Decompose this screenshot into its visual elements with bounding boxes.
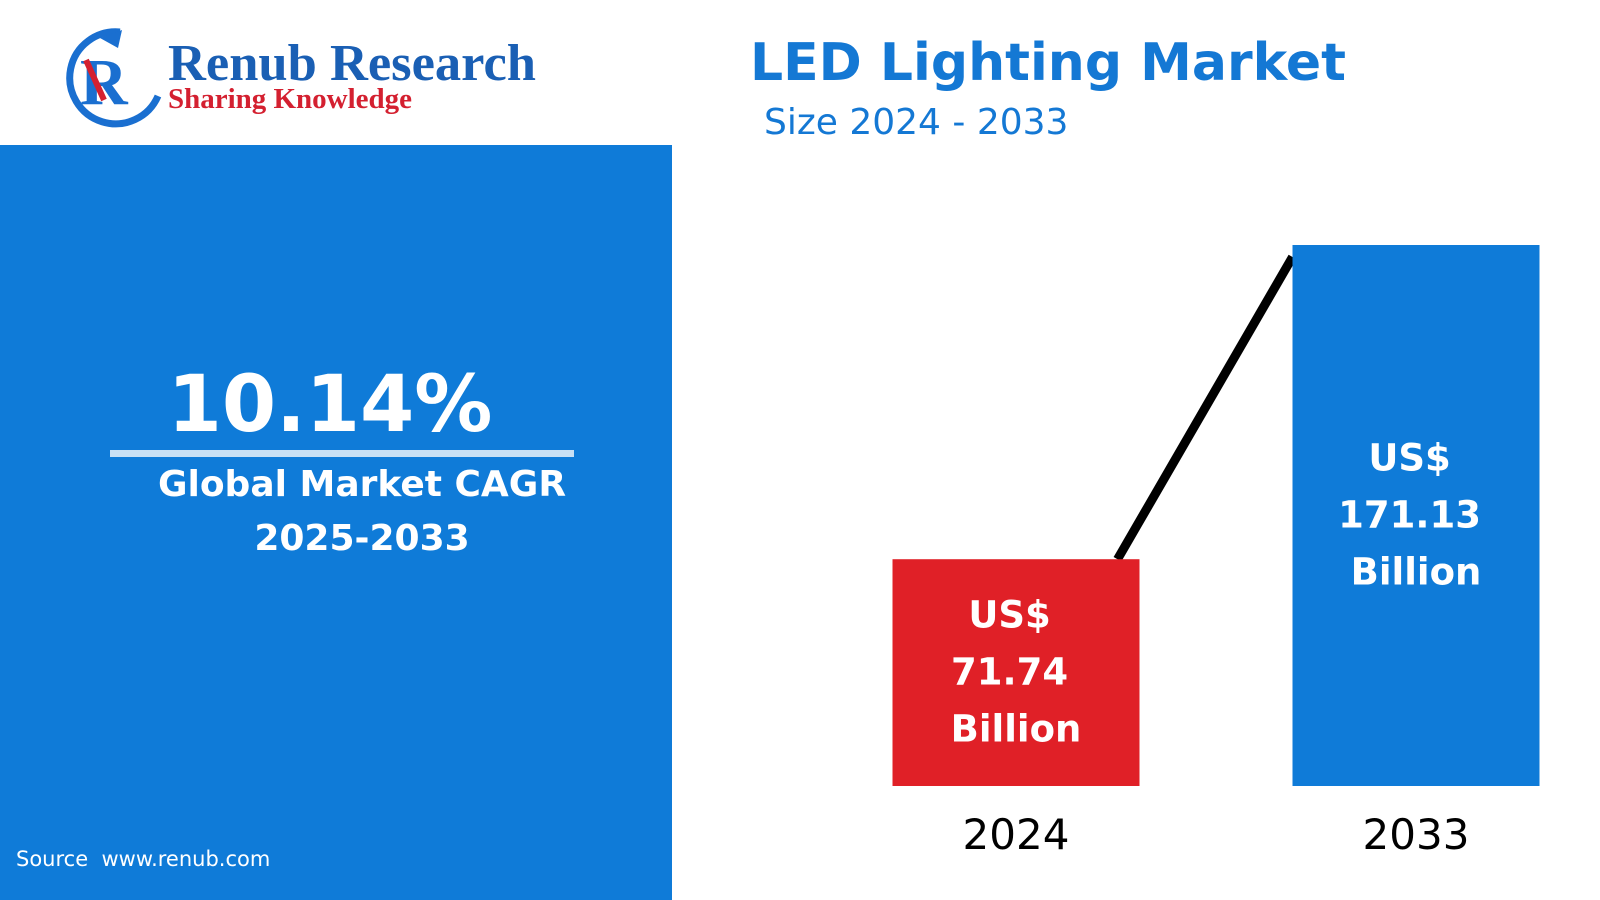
value-label: US$ 71.74 Billion bbox=[951, 594, 1082, 751]
logo-ring bbox=[66, 28, 162, 128]
cagr-value: 10.14% bbox=[168, 360, 493, 450]
value-label-line: 171.13 bbox=[1338, 494, 1494, 537]
value-label-line: Billion bbox=[951, 708, 1082, 751]
x-tick-label: 2033 bbox=[1363, 810, 1470, 859]
value-label-line: 71.74 bbox=[951, 651, 1081, 694]
cagr-label: Global Market CAGR bbox=[158, 464, 566, 505]
value-label-line: US$ bbox=[968, 594, 1063, 637]
logo-stroke bbox=[83, 58, 107, 102]
x-tick-label: 2024 bbox=[963, 810, 1070, 859]
source: Source www.renub.com bbox=[16, 847, 270, 871]
cagr-panel bbox=[0, 145, 672, 900]
bar bbox=[892, 559, 1140, 786]
logo: R Renub Research Sharing Knowledge bbox=[66, 28, 536, 128]
cagr-period: 2025-2033 bbox=[254, 518, 469, 559]
value-label-line: US$ bbox=[1368, 437, 1463, 480]
logo-letter: R bbox=[80, 46, 129, 119]
logo-arrow bbox=[100, 30, 122, 48]
trend-line bbox=[1113, 254, 1297, 562]
logo-tagline: Sharing Knowledge bbox=[168, 84, 412, 115]
logo-name: Renub Research bbox=[168, 35, 536, 92]
value-label-line: Billion bbox=[1351, 551, 1482, 594]
bar bbox=[1292, 245, 1540, 786]
chart-title: LED Lighting Market bbox=[750, 33, 1346, 93]
chart-subtitle: Size 2024 - 2033 bbox=[764, 102, 1068, 143]
cagr-underline bbox=[110, 450, 574, 457]
value-label: US$ 171.13 Billion bbox=[1338, 437, 1494, 594]
